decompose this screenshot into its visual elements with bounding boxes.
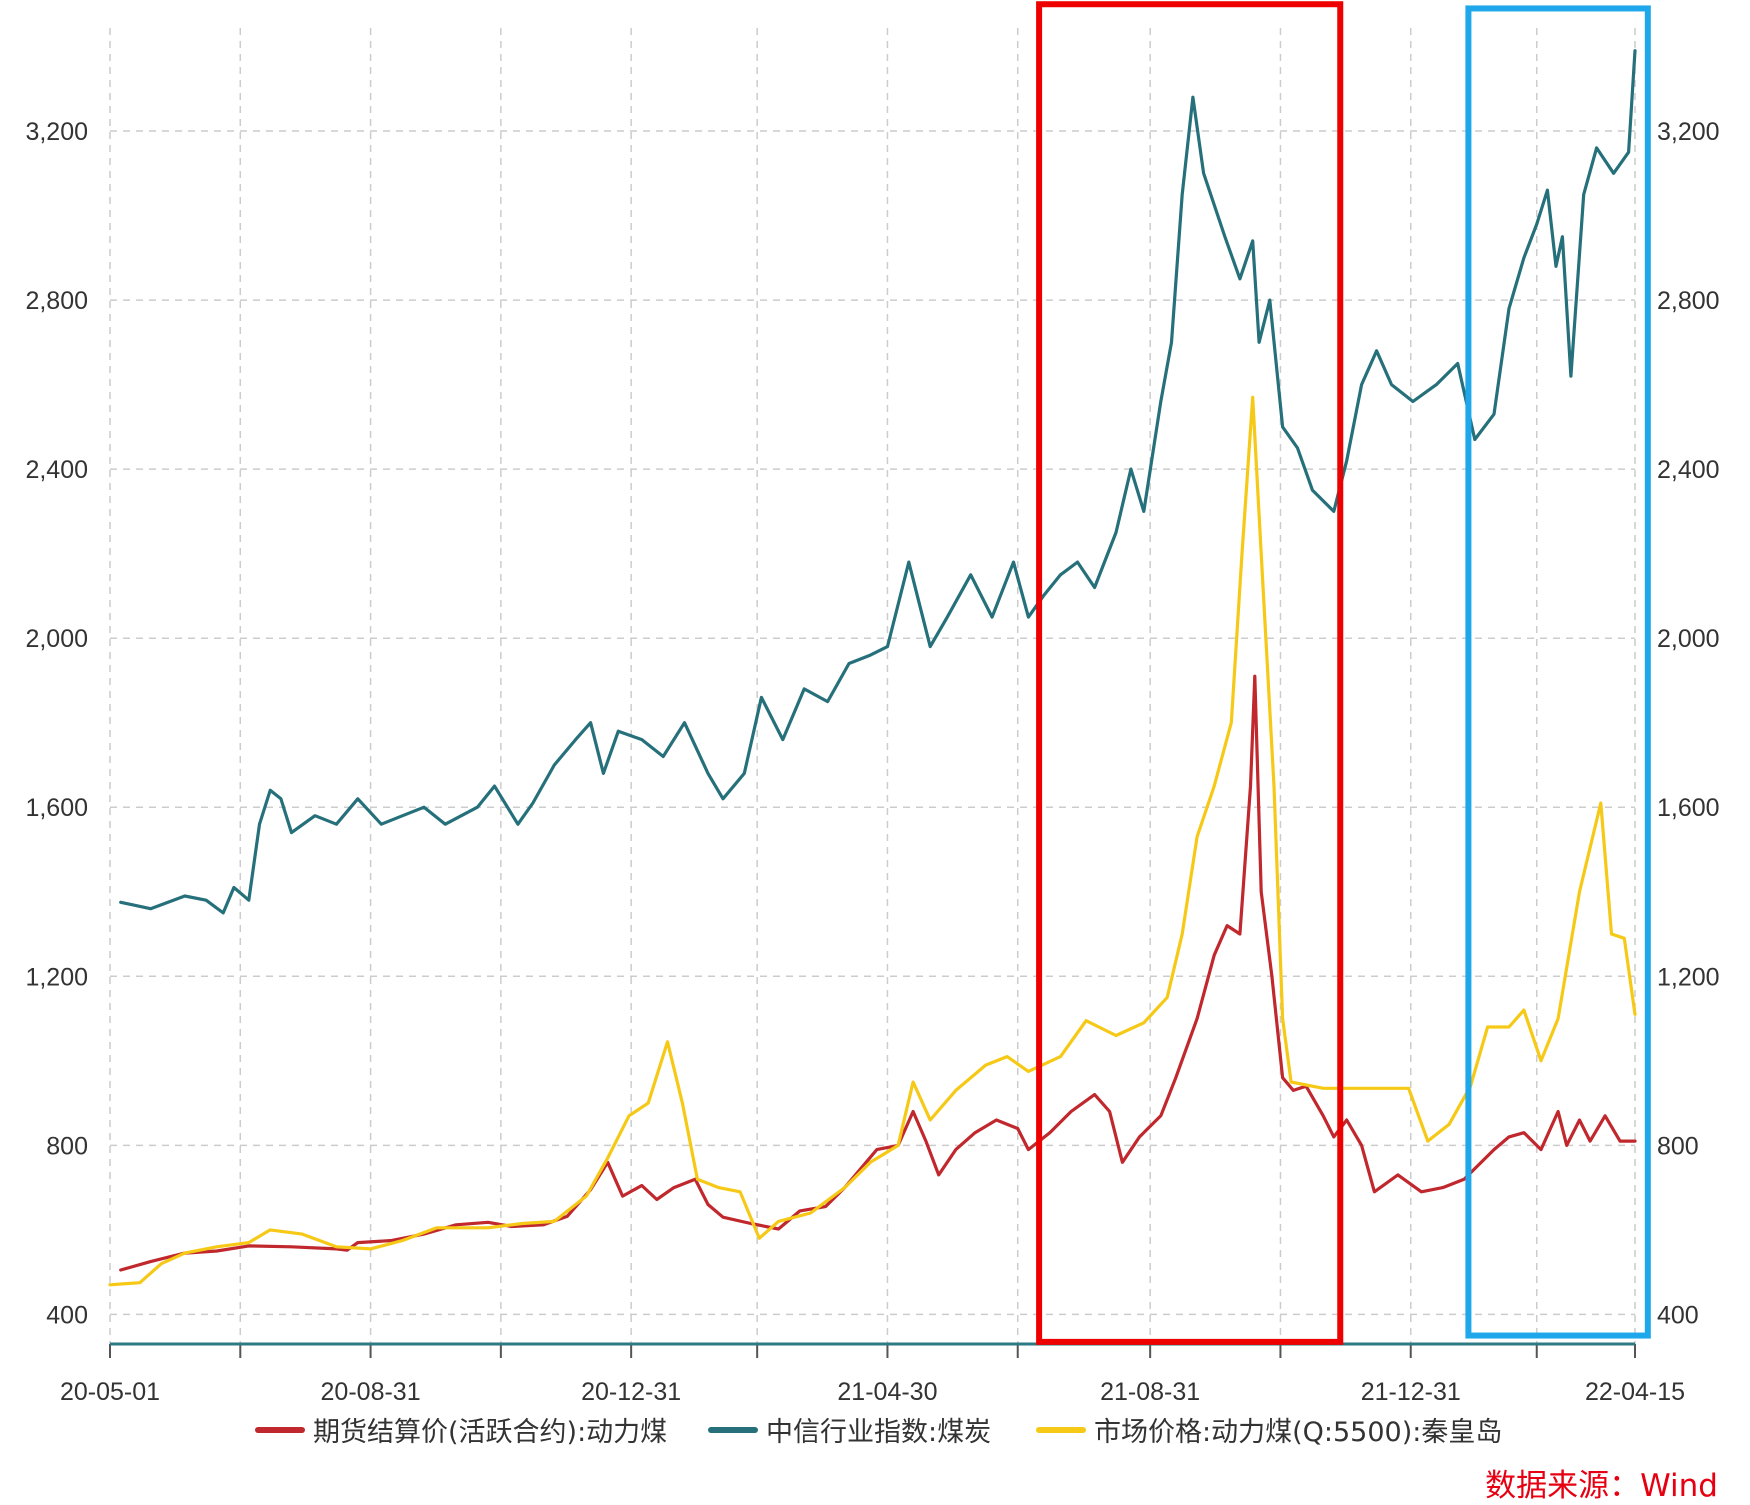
- y-tick-label-left: 2,400: [25, 456, 88, 484]
- legend-item-spot: 市场价格:动力煤(Q:5500):秦皇岛: [1036, 1410, 1502, 1449]
- y-tick-label-left: 2,800: [25, 287, 88, 315]
- source-note: 数据来源：Wind: [1485, 1468, 1718, 1504]
- y-tick-label-left: 1,200: [25, 963, 88, 991]
- y-tick-label-left: 400: [46, 1301, 88, 1329]
- series-group: [108, 49, 1637, 1287]
- legend: 期货结算价(活跃合约):动力煤 中信行业指数:煤炭 市场价格:动力煤(Q:550…: [0, 1410, 1750, 1460]
- y-tick-label-right: 3,200: [1657, 118, 1720, 146]
- x-tick-label: 20-05-01: [60, 1378, 160, 1406]
- y-tick-label-right: 2,000: [1657, 625, 1720, 653]
- legend-label-index: 中信行业指数:煤炭: [766, 1417, 992, 1448]
- y-tick-label-right: 800: [1657, 1132, 1699, 1160]
- x-tick-label: 21-04-30: [837, 1378, 937, 1406]
- series-line-0: [119, 674, 1637, 1272]
- x-tick-label: 22-04-15: [1585, 1378, 1685, 1406]
- y-tick-label-left: 1,600: [25, 794, 88, 822]
- annotation-group: [1036, 1, 1651, 1345]
- legend-label-futures: 期货结算价(活跃合约):动力煤: [313, 1417, 668, 1448]
- y-tick-label-right: 1,200: [1657, 963, 1720, 991]
- series-line-1: [119, 49, 1637, 915]
- series-line-2: [108, 395, 1637, 1287]
- legend-label-spot: 市场价格:动力煤(Q:5500):秦皇岛: [1094, 1417, 1503, 1448]
- highlight-box-1: [1465, 5, 1651, 1339]
- legend-item-index: 中信行业指数:煤炭: [708, 1410, 991, 1449]
- x-tick-label: 20-12-31: [581, 1378, 681, 1406]
- legend-swatch-spot: [1036, 1426, 1086, 1433]
- axes: 400 400 800 800 1,200 1,200 1,600 1,600 2,000 2,0…: [25, 118, 1719, 1406]
- y-tick-label-left: 3,200: [25, 118, 88, 146]
- x-tick-label: 21-12-31: [1361, 1378, 1461, 1406]
- legend-swatch-index: [708, 1426, 758, 1433]
- y-tick-label-right: 2,800: [1657, 287, 1720, 315]
- legend-item-futures: 期货结算价(活跃合约):动力煤: [255, 1410, 667, 1449]
- highlight-box-0: [1036, 1, 1344, 1345]
- y-tick-label-right: 2,400: [1657, 456, 1720, 484]
- legend-swatch-futures: [255, 1426, 305, 1433]
- y-tick-label-right: 1,600: [1657, 794, 1720, 822]
- y-tick-label-right: 400: [1657, 1301, 1699, 1329]
- x-tick-label: 21-08-31: [1100, 1378, 1200, 1406]
- x-tick-label: 20-08-31: [321, 1378, 421, 1406]
- y-tick-label-left: 2,000: [25, 625, 88, 653]
- y-tick-label-left: 800: [46, 1132, 88, 1160]
- grid-lines: [109, 28, 1636, 1344]
